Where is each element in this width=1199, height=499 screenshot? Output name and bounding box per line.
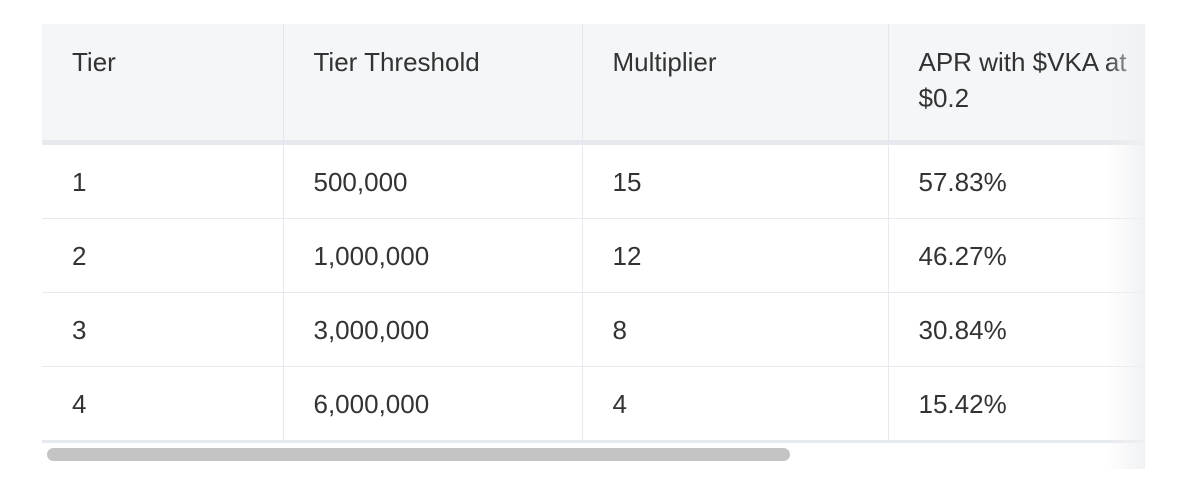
table-cell: 1 [42, 142, 283, 219]
table-cell: 15.42% [887, 366, 1145, 443]
table-cell: 6,000,000 [282, 366, 582, 443]
header-cell: Multiplier [581, 24, 888, 145]
header-cell: Tier Threshold [282, 24, 582, 145]
header-cell: APR with $VKA at $0.2 [887, 24, 1145, 145]
table-cell: 500,000 [282, 142, 582, 219]
table-container: Tier Tier Threshold Multiplier APR with … [42, 24, 1145, 469]
table-cell: 3,000,000 [282, 292, 582, 367]
scrollbar[interactable] [47, 448, 790, 461]
scroll-fade [1105, 24, 1145, 469]
table-cell: 30.84% [887, 292, 1145, 367]
table-cell: 57.83% [887, 142, 1145, 219]
table-body: 1 500,000 15 57.83% 2 1,000,000 12 46.27% 3 3,000… [42, 142, 1145, 443]
table-cell: 46.27% [887, 218, 1145, 293]
table-cell: 1,000,000 [282, 218, 582, 293]
header-row: Tier Tier Threshold Multiplier APR with … [42, 24, 1145, 145]
table-cell: 8 [581, 292, 888, 367]
table-cell: 3 [42, 292, 283, 367]
tier-table: Tier Tier Threshold Multiplier APR with … [42, 24, 1145, 443]
table-cell: 15 [581, 142, 888, 219]
table-cell: 4 [42, 366, 283, 443]
table-cell: 12 [581, 218, 888, 293]
table-row: 2 1,000,000 12 46.27% [42, 218, 1145, 293]
header-cell: Tier [42, 24, 283, 145]
table-row: 1 500,000 15 57.83% [42, 142, 1145, 219]
table-cell: 4 [581, 366, 888, 443]
table-row: 3 3,000,000 8 30.84% [42, 292, 1145, 367]
table-row: 4 6,000,000 4 15.42% [42, 366, 1145, 443]
table-cell: 2 [42, 218, 283, 293]
